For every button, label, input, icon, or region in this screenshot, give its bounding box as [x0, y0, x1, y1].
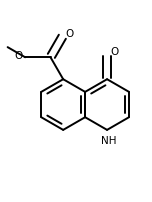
Text: O: O	[110, 47, 118, 57]
Text: O: O	[14, 51, 23, 61]
Text: NH: NH	[101, 136, 117, 146]
Text: O: O	[65, 29, 73, 39]
